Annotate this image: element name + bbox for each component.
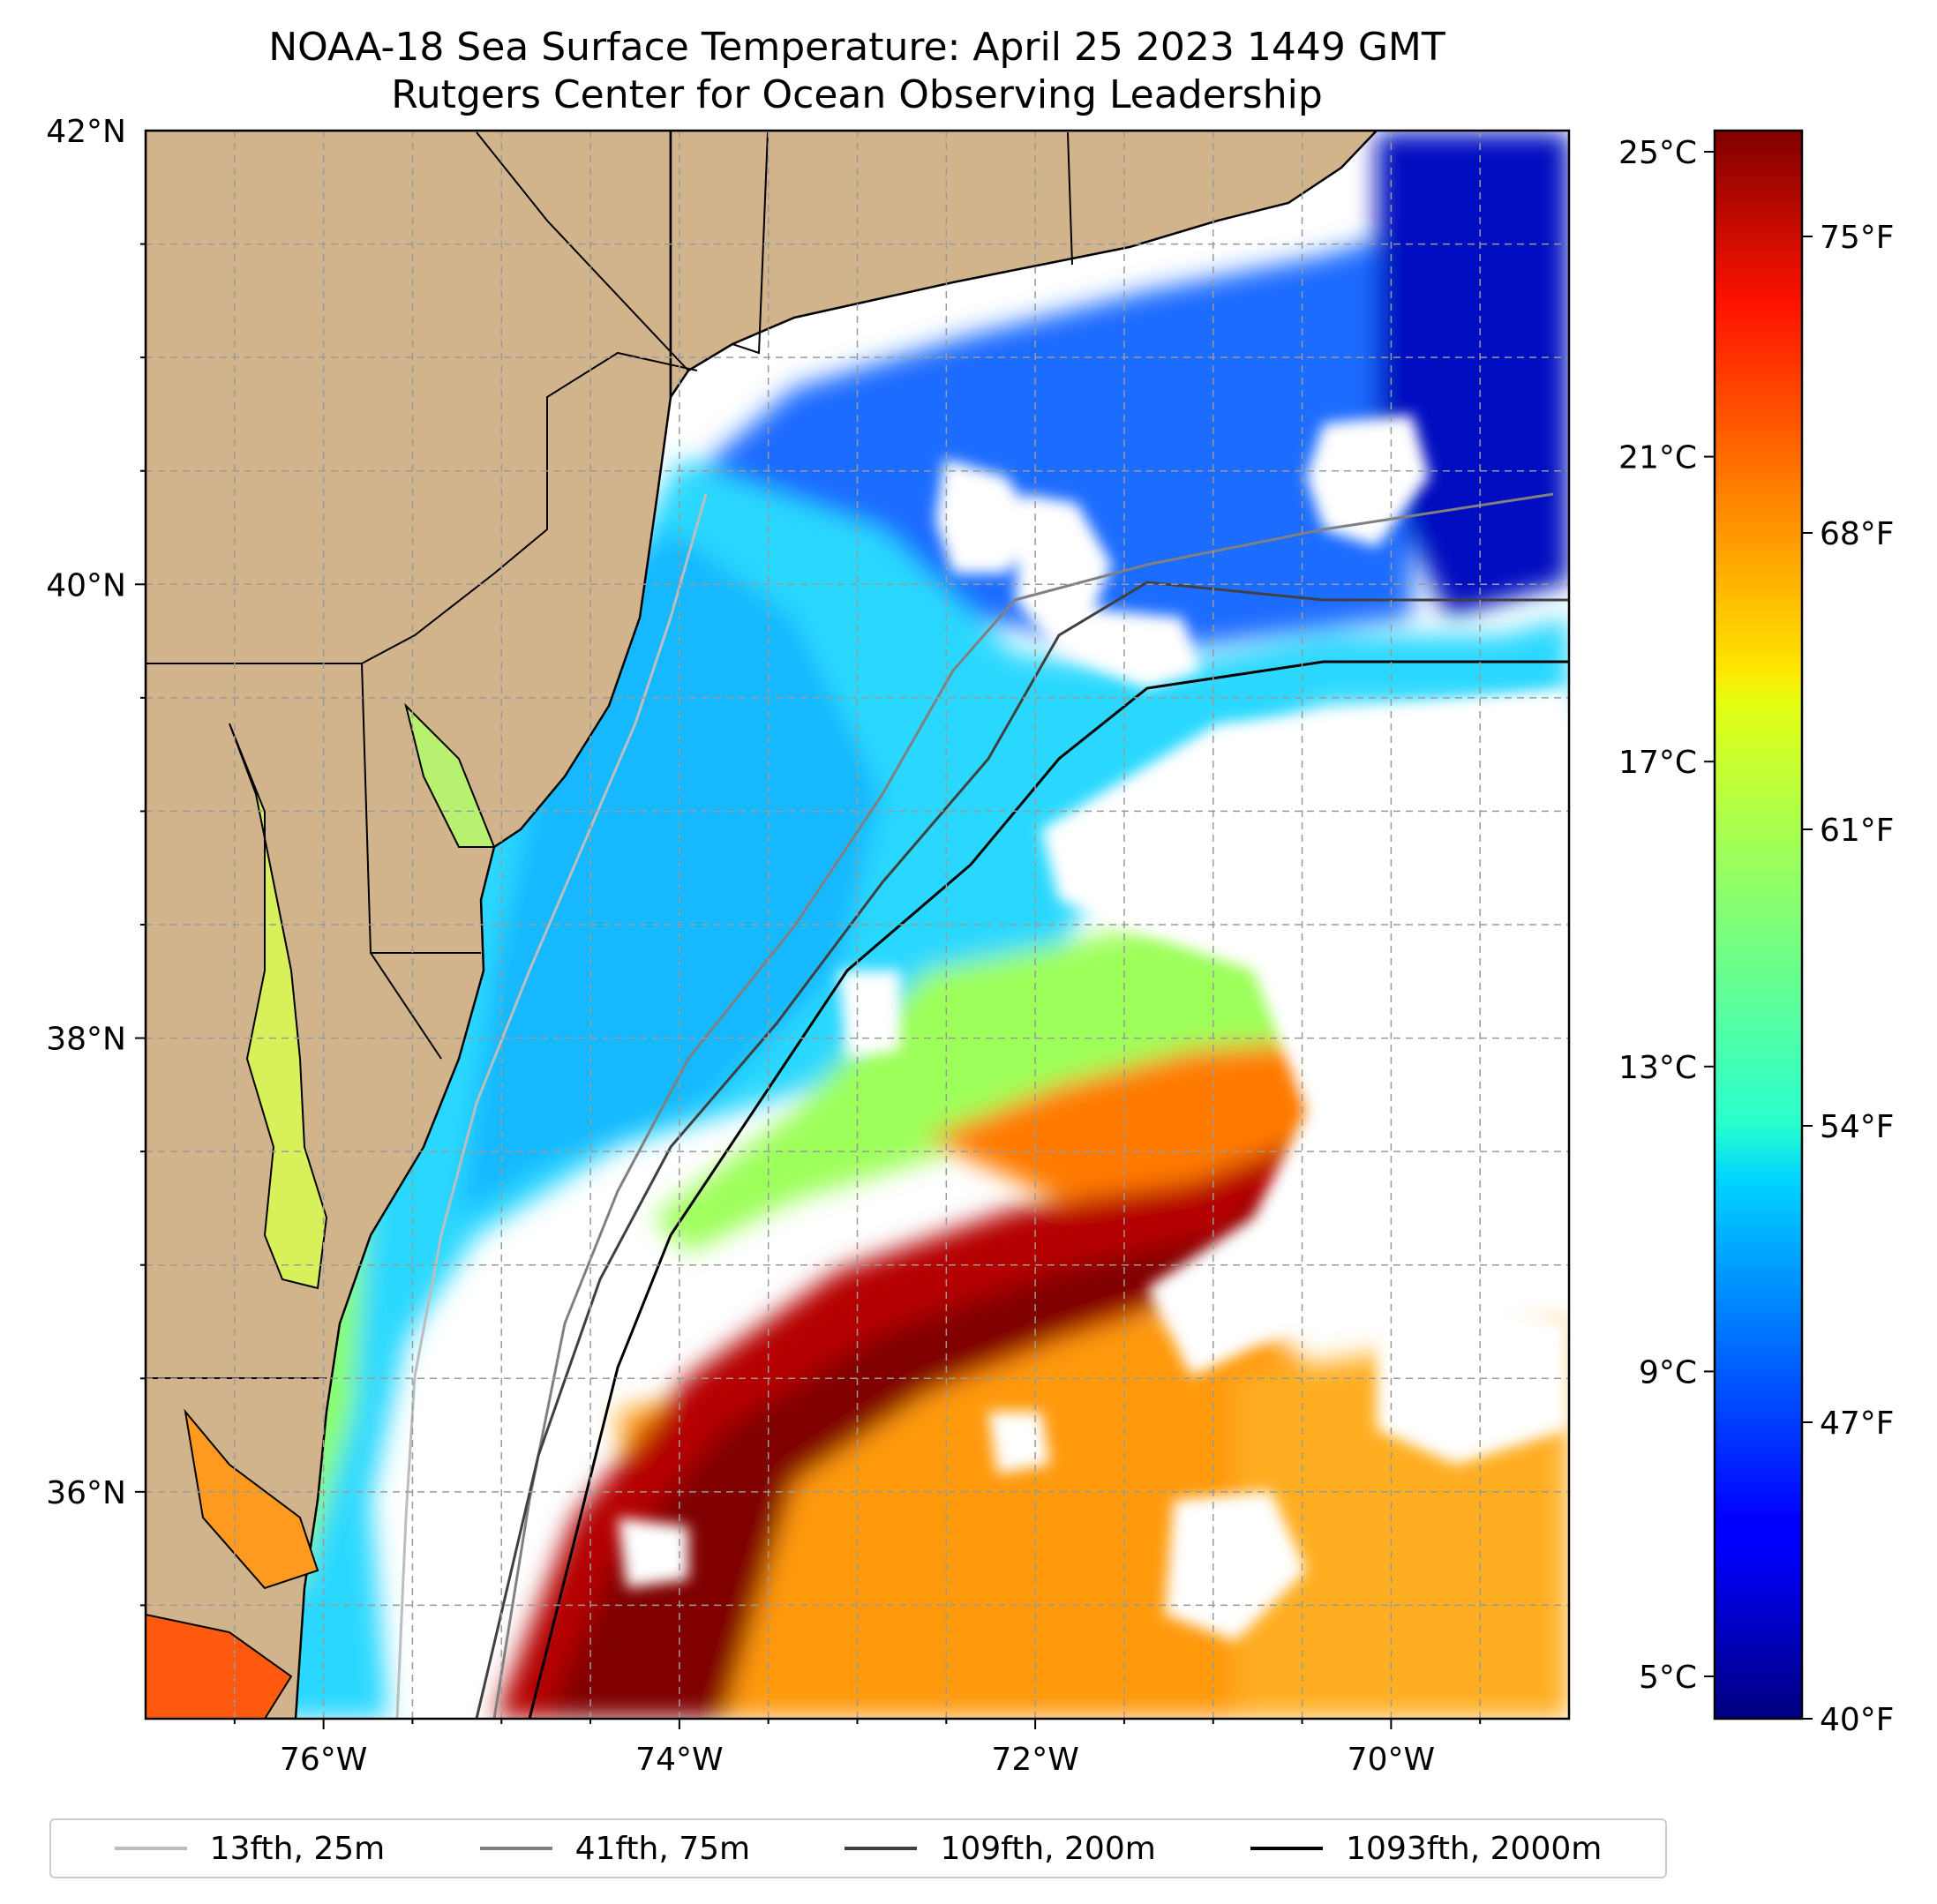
x-tick-label: 74°W	[635, 1742, 723, 1778]
x-tick-label: 70°W	[1348, 1742, 1435, 1778]
isobaths	[395, 492, 1569, 1719]
colorbar-c-label: 13°C	[1618, 1050, 1697, 1086]
chart-subtitle: Rutgers Center for Ocean Observing Leade…	[391, 72, 1323, 117]
colorbar-c-label: 17°C	[1618, 745, 1697, 781]
y-tick-label: 42°N	[46, 114, 126, 150]
x-tick-label: 76°W	[280, 1742, 367, 1778]
colorbar-f-label: 47°F	[1820, 1406, 1895, 1442]
colorbar-f-label: 68°F	[1820, 516, 1895, 552]
legend-item-200m: 109fth, 200m	[845, 1830, 1156, 1867]
colorbar-f-label: 75°F	[1820, 220, 1895, 256]
legend-item-75m: 41fth, 75m	[479, 1830, 751, 1867]
legend-label-200m: 109fth, 200m	[940, 1830, 1156, 1867]
colorbar-ticks: 25°C 21°C 17°C 13°C 9°C 5°C 75°F 68°F 61°F 54°F 47…	[1618, 135, 1894, 1738]
legend-swatch-200m	[845, 1847, 918, 1850]
colorbar-f-label: 61°F	[1820, 813, 1895, 849]
bays	[146, 702, 496, 1719]
legend-label-2000m: 1093fth, 2000m	[1346, 1830, 1603, 1867]
colorbar-c-label: 21°C	[1618, 440, 1697, 476]
colorbar-c-label: 25°C	[1618, 135, 1697, 171]
legend-label-25m: 13fth, 25m	[209, 1830, 386, 1867]
isobath-legend: 13fth, 25m 41fth, 75m 109fth, 200m 1093f…	[49, 1818, 1667, 1878]
legend-swatch-25m	[114, 1847, 187, 1850]
legend-label-75m: 41fth, 75m	[574, 1830, 751, 1867]
x-tick-label: 72°W	[991, 1742, 1078, 1778]
axis-ticks: 76°W 74°W 72°W 70°W 42°N 40°N 38°N 36°N	[46, 114, 1482, 1778]
legend-item-2000m: 1093fth, 2000m	[1250, 1831, 1602, 1867]
colorbar-gradient	[1713, 129, 1804, 1720]
colorbar-f-label: 40°F	[1820, 1702, 1895, 1738]
chart-title: NOAA-18 Sea Surface Temperature: April 2…	[268, 25, 1445, 70]
state-borders	[146, 131, 1073, 1379]
graticule	[146, 131, 1569, 1719]
colorbar-c-label: 9°C	[1639, 1354, 1697, 1391]
y-tick-label: 38°N	[46, 1022, 126, 1058]
legend-swatch-75m	[479, 1847, 552, 1850]
y-tick-label: 40°N	[46, 567, 126, 603]
legend-swatch-2000m	[1250, 1847, 1324, 1850]
colorbar-c-label: 5°C	[1639, 1660, 1697, 1696]
colorbar-f-label: 54°F	[1820, 1109, 1895, 1145]
legend-item-25m: 13fth, 25m	[114, 1830, 386, 1867]
y-tick-label: 36°N	[46, 1475, 126, 1511]
